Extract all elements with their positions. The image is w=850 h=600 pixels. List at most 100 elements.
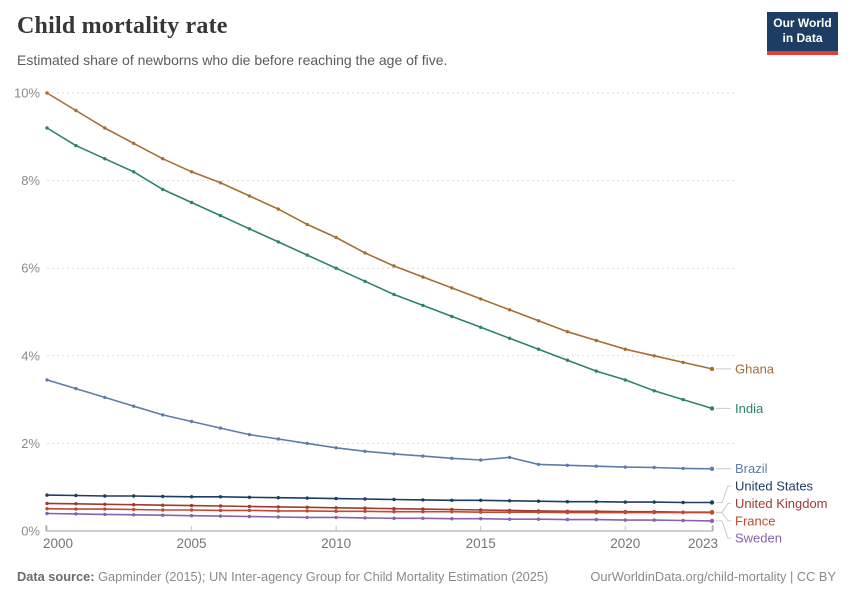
series-point-sweden <box>623 518 627 522</box>
series-label-sweden[interactable]: Sweden <box>735 531 782 546</box>
series-point-brazil <box>565 463 570 467</box>
series-point-brazil <box>507 455 512 460</box>
x-tick-label: 2020 <box>610 536 640 551</box>
series-point-brazil <box>479 458 483 462</box>
series-point-india <box>276 240 280 244</box>
series-point-france <box>652 510 656 515</box>
series-point-sweden <box>276 515 280 519</box>
series-label-brazil[interactable]: Brazil <box>735 461 768 476</box>
owid-logo-line2: in Data <box>782 31 823 45</box>
y-tick-label: 2% <box>21 436 40 451</box>
series-point-france <box>421 510 425 514</box>
x-tick-label: 2023 <box>688 536 718 551</box>
series-point-ghana <box>507 308 512 312</box>
series-point-united-states <box>565 500 570 504</box>
x-tick-label: 2005 <box>177 536 207 551</box>
series-point-sweden <box>594 517 598 522</box>
series-point-brazil <box>594 464 598 468</box>
series-point-india <box>565 358 570 362</box>
series-point-france <box>103 507 107 511</box>
y-tick-label: 6% <box>21 261 40 276</box>
series-point-brazil <box>334 446 338 450</box>
attribution-link[interactable]: OurWorldinData.org/child-mortality | CC … <box>590 569 836 584</box>
series-point-brazil <box>709 466 715 471</box>
series-point-brazil <box>652 465 656 470</box>
series-point-ghana <box>161 157 165 161</box>
series-point-brazil <box>536 462 541 467</box>
series-point-united-states <box>334 496 338 501</box>
series-line-united-kingdom <box>46 502 712 514</box>
label-connector-france <box>716 512 731 522</box>
series-point-united-states <box>276 496 280 500</box>
series-point-india <box>45 126 49 130</box>
label-connector-united-kingdom <box>716 502 731 513</box>
series-point-india <box>363 279 367 283</box>
series-point-france <box>392 510 396 514</box>
label-connector-united-states <box>716 485 731 503</box>
series-line-united-states <box>46 494 712 504</box>
series-point-france <box>536 510 541 514</box>
series-point-sweden <box>132 513 136 517</box>
series-point-sweden <box>681 518 685 523</box>
series-point-brazil <box>305 441 309 446</box>
series-point-sweden <box>161 513 165 517</box>
series-point-france <box>161 508 165 512</box>
series-point-france <box>334 509 338 513</box>
series-point-sweden <box>536 517 541 521</box>
series-point-brazil <box>74 386 78 391</box>
series-point-united-kingdom <box>74 502 78 506</box>
series-point-ghana <box>305 222 309 227</box>
series-point-brazil <box>681 466 685 471</box>
chart-subtitle: Estimated share of newborns who die befo… <box>17 52 448 68</box>
series-point-france <box>218 508 223 513</box>
series-point-india <box>709 406 715 411</box>
series-point-sweden <box>363 516 367 520</box>
series-point-ghana <box>334 235 338 240</box>
series-point-france <box>305 509 309 513</box>
series-point-sweden <box>189 514 194 518</box>
series-point-france <box>189 508 194 512</box>
series-point-sweden <box>305 515 309 520</box>
series-point-brazil <box>161 413 165 417</box>
series-point-ghana <box>74 108 78 113</box>
series-point-ghana <box>594 338 598 343</box>
series-point-united-states <box>709 500 715 505</box>
series-point-united-states <box>652 500 656 504</box>
series-point-ghana <box>623 347 627 351</box>
series-point-united-kingdom <box>276 505 280 509</box>
series-point-united-states <box>247 495 252 499</box>
series-label-india[interactable]: India <box>735 401 764 416</box>
series-point-ghana <box>189 170 194 174</box>
series-point-india <box>334 266 338 270</box>
series-point-ghana <box>276 207 280 211</box>
series-label-united-kingdom[interactable]: United Kingdom <box>735 496 828 511</box>
series-point-ghana <box>363 251 367 255</box>
series-point-france <box>479 510 483 514</box>
series-point-india <box>421 303 425 308</box>
series-point-france <box>681 510 685 515</box>
series-label-ghana[interactable]: Ghana <box>735 361 775 376</box>
series-point-sweden <box>103 512 107 517</box>
child-mortality-line-chart: 0% 2% 4% 6% 8% 10% 2000 2005 2010 2015 2020 2023 Gha… <box>14 86 828 552</box>
series-point-sweden <box>247 514 252 519</box>
series-label-united-states[interactable]: United States <box>735 479 814 494</box>
series-line-sweden <box>46 512 713 522</box>
series-point-united-states <box>305 496 309 500</box>
y-tick-label: 4% <box>21 348 40 363</box>
series-point-brazil <box>363 449 367 453</box>
series-line-france <box>46 507 712 514</box>
series-point-india <box>392 292 396 297</box>
x-tick-label: 2015 <box>466 536 496 551</box>
series-point-brazil <box>276 437 280 441</box>
series-point-india <box>479 325 483 329</box>
series-label-france[interactable]: France <box>735 513 775 528</box>
series-point-united-kingdom <box>421 507 425 511</box>
series-point-india <box>132 170 136 174</box>
series-point-ghana <box>45 91 49 95</box>
series-point-india <box>536 347 541 351</box>
data-source-note: Data source: Gapminder (2015); UN Inter-… <box>17 569 548 584</box>
series-point-brazil <box>218 426 223 430</box>
series-point-united-states <box>681 500 685 505</box>
y-tick-label: 10% <box>14 86 40 101</box>
series-point-france <box>45 507 49 511</box>
